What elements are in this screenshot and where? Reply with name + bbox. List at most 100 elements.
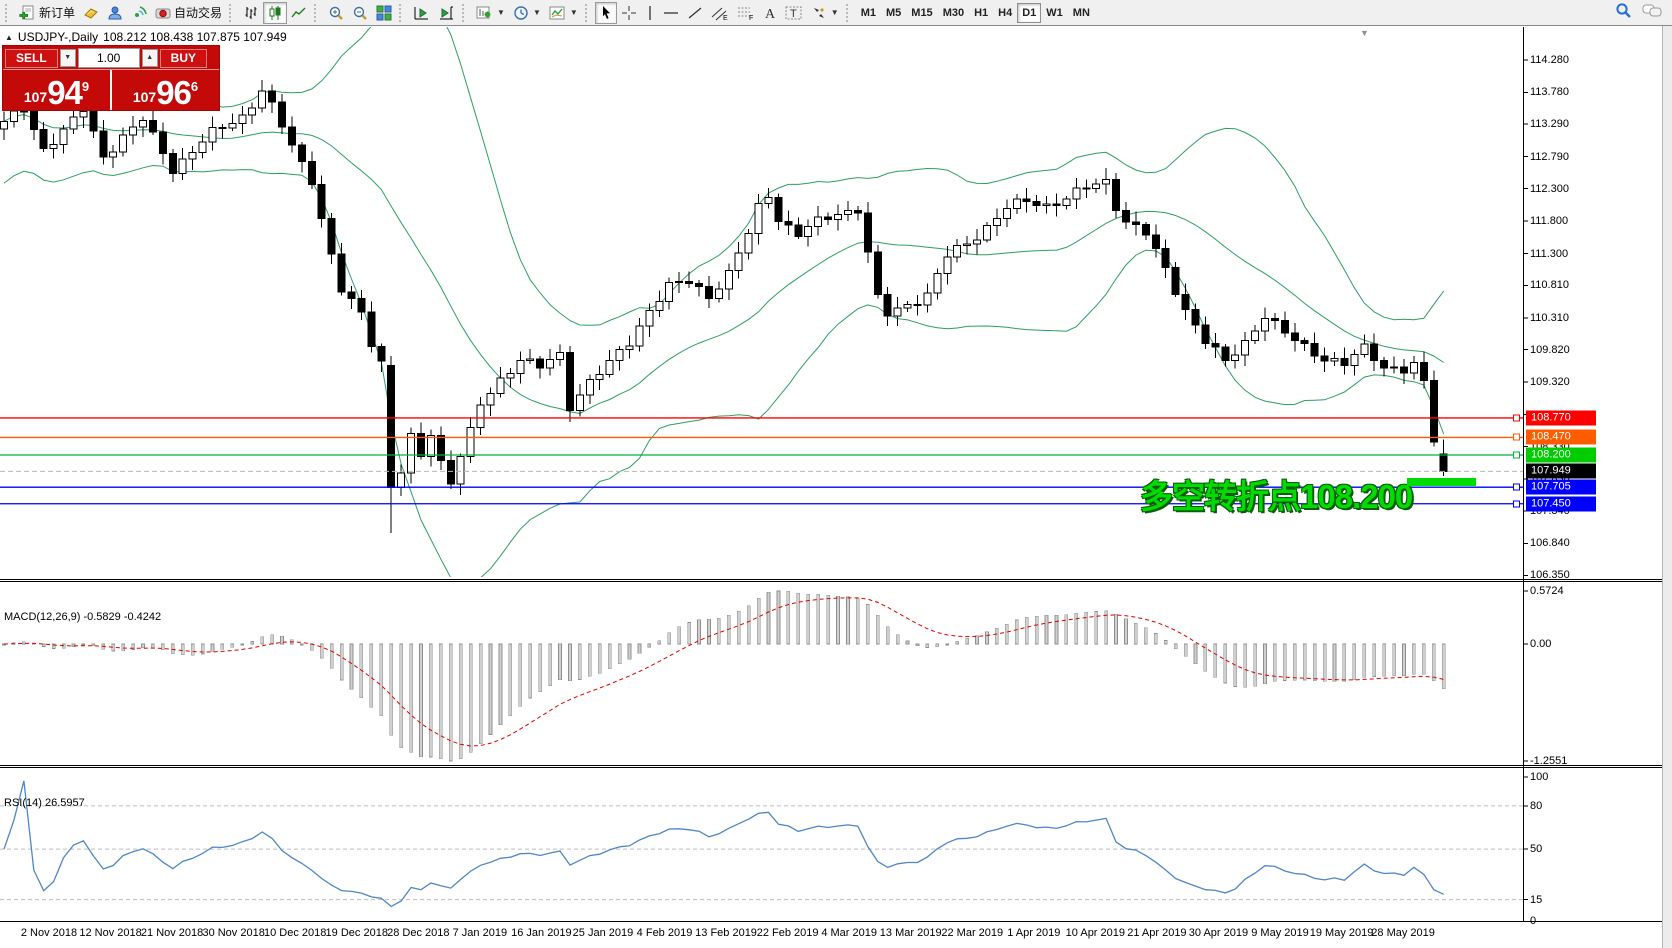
tile-windows-button[interactable] xyxy=(372,2,396,24)
price-tick-label: 113.290 xyxy=(1530,118,1569,131)
timeframe-m30[interactable]: M30 xyxy=(938,3,969,23)
main-price-pane[interactable] xyxy=(0,26,1523,585)
sell-price[interactable]: 107 94 9 xyxy=(3,70,110,110)
toolbar-group-separator xyxy=(229,3,234,22)
chevron-down-icon: ▼ xyxy=(532,8,541,17)
open-account-button[interactable] xyxy=(79,2,103,24)
cursor-button[interactable] xyxy=(594,1,617,24)
scroll-to-end-icon[interactable]: ▼ xyxy=(1360,28,1369,38)
horizontal-line-icon xyxy=(663,5,679,21)
horizontal-line-button[interactable] xyxy=(659,2,683,24)
candles xyxy=(0,79,1448,533)
new-order-button[interactable]: 新订单 xyxy=(15,2,79,24)
timeframe-w1[interactable]: W1 xyxy=(1041,3,1068,23)
new-chart-icon xyxy=(476,5,493,21)
date-tick-label: 28 May 2019 xyxy=(1371,927,1435,939)
price-tick-label: 109.820 xyxy=(1530,343,1570,356)
fibonacci-button[interactable]: F xyxy=(733,2,759,24)
macd-tick-label: -1.2551 xyxy=(1530,755,1568,767)
equidistant-channel-icon: E xyxy=(711,5,729,21)
rsi-pane[interactable] xyxy=(0,780,1523,908)
text-label-button[interactable]: T xyxy=(781,2,807,24)
toolbar-group: ▼ ▼ ▼ xyxy=(472,0,582,26)
community-button[interactable] xyxy=(103,2,127,24)
zoom-out-icon xyxy=(352,5,368,21)
volume-increase-button[interactable]: ▲ xyxy=(141,49,158,67)
date-tick-label: 10 Apr 2019 xyxy=(1065,927,1126,939)
chart-symbol-header: ▲ USDJPY-,Daily 108.212 108.438 107.875 … xyxy=(5,30,287,44)
date-tick-label: 13 Mar 2019 xyxy=(879,927,942,939)
buy-price-big: 96 xyxy=(156,74,192,111)
chat-icon[interactable] xyxy=(1642,2,1662,23)
buy-price[interactable]: 107 96 6 xyxy=(112,70,219,110)
signals-button[interactable] xyxy=(127,2,151,24)
date-tick-label: 28 Dec 2018 xyxy=(387,927,450,939)
arrows-button[interactable]: ▼ xyxy=(807,2,843,24)
equidistant-channel-button[interactable]: E xyxy=(707,2,733,24)
toolbar-group-separator xyxy=(462,3,467,22)
line-chart-button[interactable] xyxy=(287,2,311,24)
date-tick-label: 30 Apr 2019 xyxy=(1188,927,1249,939)
date-tick-label: 12 Nov 2018 xyxy=(79,927,142,939)
timeframe-d1[interactable]: D1 xyxy=(1017,2,1042,23)
timeframe-m1[interactable]: M1 xyxy=(856,3,881,23)
search-icon[interactable] xyxy=(1615,2,1632,24)
chart-window[interactable]: ▲ USDJPY-,Daily 108.212 108.438 107.875 … xyxy=(0,26,1672,948)
candlestick-chart-button[interactable] xyxy=(263,1,288,24)
date-tick-label: 22 Feb 2019 xyxy=(756,927,819,939)
date-tick-label: 19 May 2019 xyxy=(1309,927,1374,939)
line-anchor-marker xyxy=(1513,414,1520,422)
chart-shift-button[interactable] xyxy=(434,2,459,24)
sell-price-prefix: 107 xyxy=(23,89,48,105)
macd-pane[interactable] xyxy=(2,590,1446,762)
price-tick-label: 114.280 xyxy=(1530,53,1569,66)
price-tick-label: 106.350 xyxy=(1530,569,1570,582)
zoom-in-icon xyxy=(328,5,344,21)
zoom-out-button[interactable] xyxy=(348,2,372,24)
svg-text:E: E xyxy=(723,15,728,21)
sell-button[interactable]: SELL xyxy=(5,48,58,68)
timeframe-m15[interactable]: M15 xyxy=(906,3,937,23)
pivot-highlight-bar[interactable] xyxy=(1407,478,1476,486)
auto-scroll-button[interactable] xyxy=(409,2,434,24)
profiles-icon xyxy=(513,5,529,21)
crosshair-button[interactable] xyxy=(617,2,641,24)
bollinger-upper-band xyxy=(3,27,1445,326)
volume-input[interactable] xyxy=(77,48,140,68)
text-button[interactable]: A xyxy=(759,2,781,24)
price-level-badge: 107.949 xyxy=(1526,463,1596,479)
gold-ingot-icon xyxy=(83,5,99,21)
buy-button[interactable]: BUY xyxy=(159,48,208,68)
profiles-button[interactable]: ▼ xyxy=(509,2,545,24)
timeframe-m5[interactable]: M5 xyxy=(881,3,906,23)
chart-canvas[interactable] xyxy=(0,26,1672,948)
vertical-line-button[interactable] xyxy=(641,2,659,24)
chevron-down-icon: ▼ xyxy=(497,8,505,17)
collapse-header-icon[interactable]: ▲ xyxy=(5,32,13,42)
timeframe-mn[interactable]: MN xyxy=(1068,3,1095,23)
zoom-in-button[interactable] xyxy=(324,2,348,24)
right-gutter xyxy=(1662,26,1672,948)
new-chart-button[interactable]: ▼ xyxy=(472,2,509,24)
new-order-button-label: 新订单 xyxy=(39,6,76,20)
rsi-tick-label: 15 xyxy=(1530,893,1543,906)
timeframe-h4[interactable]: H4 xyxy=(993,3,1017,23)
bar-chart-button[interactable] xyxy=(239,2,263,24)
autotrading-button[interactable]: 自动交易 xyxy=(151,2,226,24)
price-tick-label: 111.300 xyxy=(1530,247,1569,260)
buy-price-prefix: 107 xyxy=(132,89,157,105)
date-tick-label: 21 Apr 2019 xyxy=(1127,927,1187,939)
volume-decrease-button[interactable]: ▼ xyxy=(59,49,76,67)
fibonacci-icon: F xyxy=(737,5,755,21)
indicators-button[interactable]: ▼ xyxy=(545,2,582,24)
price-tick-label: 110.810 xyxy=(1530,279,1569,292)
price-tick-label: 112.790 xyxy=(1530,150,1569,163)
bollinger-lower-band xyxy=(3,164,1445,577)
price-level-badge: 108.770 xyxy=(1526,410,1596,426)
price-level-badge: 108.470 xyxy=(1526,429,1596,445)
timeframe-h1[interactable]: H1 xyxy=(969,3,993,23)
line-anchor-marker xyxy=(1513,483,1520,491)
pivot-annotation-text[interactable]: 多空转折点108.200 xyxy=(1140,478,1413,515)
trendline-button[interactable] xyxy=(683,2,707,24)
